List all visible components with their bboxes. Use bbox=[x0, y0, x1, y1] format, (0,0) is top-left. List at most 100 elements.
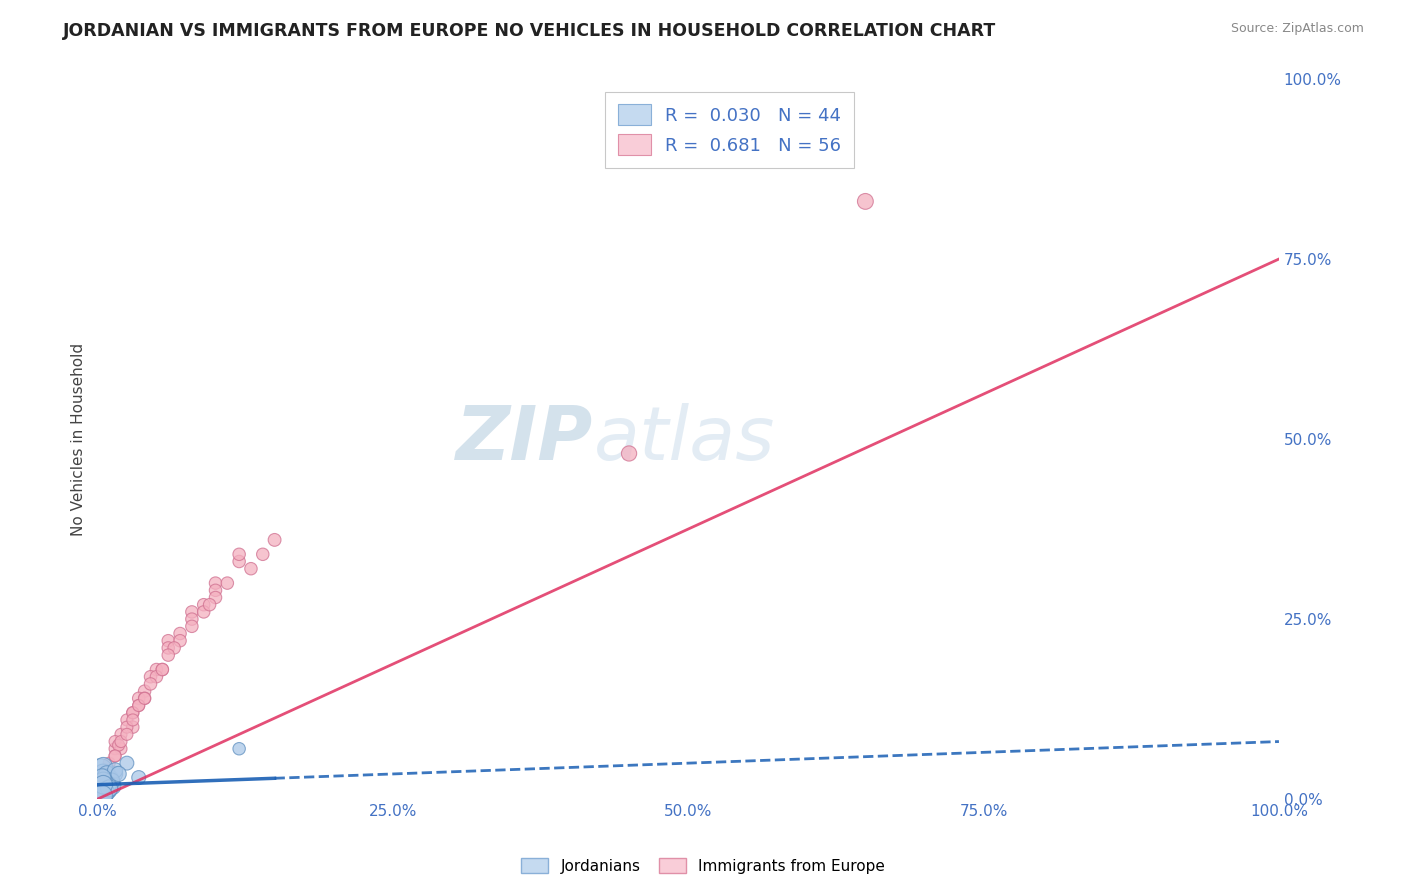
Point bbox=[198, 598, 221, 612]
Point bbox=[98, 781, 121, 796]
Point bbox=[134, 691, 156, 706]
Text: ZIP: ZIP bbox=[457, 402, 593, 475]
Point bbox=[96, 767, 118, 781]
Point bbox=[150, 663, 173, 677]
Text: atlas: atlas bbox=[593, 403, 775, 475]
Point bbox=[193, 605, 215, 619]
Point bbox=[252, 547, 274, 561]
Point bbox=[91, 781, 114, 796]
Point bbox=[110, 734, 132, 748]
Point bbox=[91, 785, 114, 799]
Point bbox=[217, 576, 239, 591]
Point bbox=[94, 781, 117, 796]
Point bbox=[128, 698, 150, 713]
Point bbox=[104, 748, 127, 763]
Point bbox=[121, 706, 143, 720]
Point bbox=[157, 633, 180, 648]
Point bbox=[239, 562, 262, 576]
Point bbox=[100, 774, 122, 789]
Point bbox=[98, 779, 121, 793]
Point bbox=[91, 760, 114, 774]
Point bbox=[98, 764, 121, 778]
Point bbox=[107, 738, 129, 752]
Point bbox=[145, 663, 167, 677]
Legend: Jordanians, Immigrants from Europe: Jordanians, Immigrants from Europe bbox=[515, 852, 891, 880]
Point bbox=[180, 605, 202, 619]
Point bbox=[157, 648, 180, 662]
Point bbox=[98, 771, 121, 785]
Point bbox=[91, 778, 114, 792]
Point bbox=[204, 591, 226, 605]
Point bbox=[96, 764, 118, 778]
Point bbox=[96, 774, 118, 789]
Point bbox=[94, 778, 117, 792]
Text: Source: ZipAtlas.com: Source: ZipAtlas.com bbox=[1230, 22, 1364, 36]
Point bbox=[204, 576, 226, 591]
Point bbox=[121, 713, 143, 727]
Point bbox=[128, 771, 150, 785]
Point bbox=[93, 778, 115, 792]
Point bbox=[157, 640, 180, 655]
Point bbox=[853, 194, 876, 209]
Point bbox=[107, 767, 129, 781]
Point bbox=[104, 748, 127, 763]
Point bbox=[228, 554, 250, 568]
Point bbox=[115, 756, 138, 771]
Point bbox=[110, 727, 132, 741]
Point bbox=[104, 741, 127, 756]
Point bbox=[139, 677, 162, 691]
Point bbox=[90, 789, 112, 803]
Point bbox=[91, 778, 114, 792]
Y-axis label: No Vehicles in Household: No Vehicles in Household bbox=[72, 343, 86, 535]
Point bbox=[180, 619, 202, 633]
Point bbox=[96, 767, 118, 781]
Point bbox=[134, 684, 156, 698]
Point bbox=[91, 771, 114, 785]
Point bbox=[101, 779, 124, 793]
Point bbox=[100, 776, 122, 790]
Point bbox=[91, 778, 114, 792]
Point bbox=[193, 598, 215, 612]
Point bbox=[115, 720, 138, 734]
Point bbox=[104, 767, 127, 781]
Point bbox=[98, 756, 121, 771]
Point bbox=[89, 789, 111, 803]
Point bbox=[98, 772, 121, 786]
Point bbox=[91, 774, 114, 789]
Point bbox=[97, 781, 120, 796]
Point bbox=[104, 734, 127, 748]
Point bbox=[94, 771, 117, 785]
Point bbox=[139, 670, 162, 684]
Point bbox=[90, 785, 112, 799]
Point bbox=[110, 741, 132, 756]
Point bbox=[263, 533, 285, 547]
Point bbox=[104, 764, 127, 778]
Point bbox=[115, 713, 138, 727]
Point bbox=[121, 706, 143, 720]
Point bbox=[228, 741, 250, 756]
Point bbox=[150, 663, 173, 677]
Point bbox=[96, 783, 118, 797]
Point bbox=[169, 633, 191, 648]
Legend: R =  0.030   N = 44, R =  0.681   N = 56: R = 0.030 N = 44, R = 0.681 N = 56 bbox=[606, 92, 853, 168]
Point bbox=[115, 727, 138, 741]
Point bbox=[228, 547, 250, 561]
Point bbox=[93, 781, 115, 796]
Point bbox=[169, 626, 191, 640]
Point bbox=[204, 583, 226, 598]
Point bbox=[91, 789, 114, 803]
Point bbox=[180, 612, 202, 626]
Point bbox=[97, 778, 120, 792]
Point bbox=[134, 691, 156, 706]
Point bbox=[91, 767, 114, 781]
Text: JORDANIAN VS IMMIGRANTS FROM EUROPE NO VEHICLES IN HOUSEHOLD CORRELATION CHART: JORDANIAN VS IMMIGRANTS FROM EUROPE NO V… bbox=[63, 22, 997, 40]
Point bbox=[91, 781, 114, 796]
Point bbox=[90, 785, 112, 799]
Point bbox=[93, 774, 115, 789]
Point bbox=[91, 778, 114, 792]
Point bbox=[98, 774, 121, 789]
Point bbox=[617, 446, 640, 460]
Point bbox=[145, 670, 167, 684]
Point bbox=[91, 785, 114, 799]
Point bbox=[90, 764, 112, 778]
